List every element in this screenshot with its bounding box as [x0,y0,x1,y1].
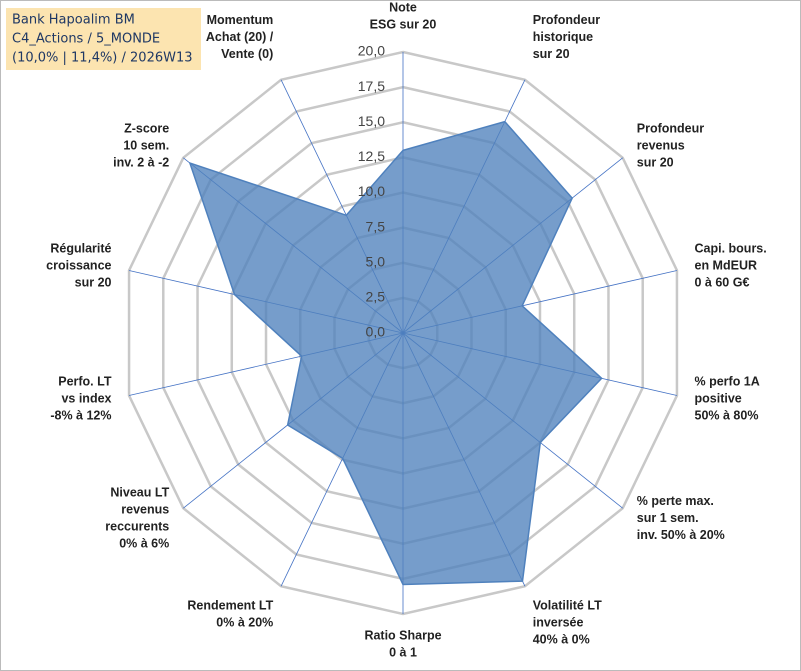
axis-label: Capi. bours. [695,241,767,255]
axis-label: % perte max. [637,494,714,508]
tick-label: 20,0 [358,43,385,59]
tick-label: 2,5 [366,289,386,305]
axis-label: sur 20 [75,275,112,289]
axis-label: Profondeur [533,13,600,27]
axis-label: Profondeur [637,121,704,135]
axis-label: Z-score [124,121,169,135]
tick-label: 10,0 [358,183,385,199]
axis-label: positive [695,391,742,405]
axis-label: sur 20 [533,47,570,61]
axis-label: % perfo 1A [695,374,760,388]
axis-label: revenus [637,138,685,152]
axis-label: revenus [121,503,169,517]
axis-label: sur 1 sem. [637,511,699,525]
axis-label: Vente (0) [221,47,273,61]
axis-label: 40% à 0% [533,633,590,647]
axis-label: sur 20 [637,155,674,169]
axis-label: 50% à 80% [695,408,759,422]
tick-label: 12,5 [358,148,385,164]
axis-label: inv. 50% à 20% [637,528,725,542]
axis-label: ESG sur 20 [370,17,437,31]
tick-label: 17,5 [358,78,385,94]
axis-label: Volatilité LT [533,599,602,613]
axis-label: inversée [533,616,584,630]
axis-label: Note [389,0,417,14]
tick-label: 5,0 [366,253,386,269]
axis-label: 0% à 20% [216,616,273,630]
radar-area [188,120,603,586]
axis-label: Rendement LT [187,599,273,613]
chart-title: Bank Hapoalim BM [12,13,135,28]
tick-label: 7,5 [366,218,386,234]
axis-label: historique [533,30,593,44]
axis-label: en MdEUR [695,258,758,272]
tick-label: 15,0 [358,113,385,129]
axis-label: Niveau LT [110,486,169,500]
axis-label: Momentum [207,13,274,27]
axis-label: Régularité [50,241,111,255]
axis-label: 0 à 60 G€ [695,275,750,289]
axis-label: inv. 2 à -2 [113,155,169,169]
chart-title: C4_Actions / 5_MONDE [12,32,160,47]
chart-title: (10,0% | 11,4%) / 2026W13 [12,51,193,66]
axis-label: 0% à 6% [119,537,169,551]
axis-label: vs index [61,391,111,405]
axis-label: Achat (20) / [206,30,274,44]
axis-label: croissance [46,258,111,272]
title-box [6,8,201,70]
axis-label: -8% à 12% [50,408,111,422]
axis-label: Ratio Sharpe [364,628,441,642]
axis-label: Perfo. LT [58,374,112,388]
axis-label: 10 sem. [123,138,169,152]
axis-label: 0 à 1 [389,645,417,659]
tick-label: 0,0 [366,324,386,340]
axis-label: reccurents [105,520,169,534]
